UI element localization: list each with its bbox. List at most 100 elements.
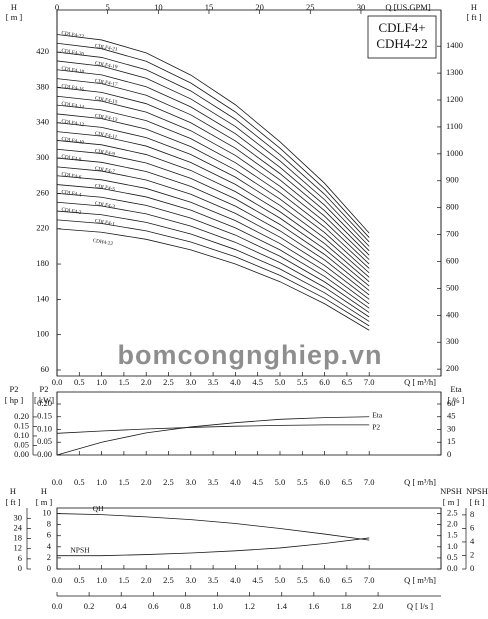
y-tick-label: 380 bbox=[36, 81, 49, 91]
curve bbox=[56, 416, 370, 456]
curve-label: CDLF4-13 bbox=[94, 113, 118, 123]
curve-label: CDLF4-10 bbox=[61, 136, 85, 146]
y-tick-label: 0.5 bbox=[447, 552, 458, 562]
y-tick-label: 18 bbox=[14, 533, 23, 543]
x-tick-label: 5.0 bbox=[275, 575, 286, 585]
axis-unit: [ m ] bbox=[36, 497, 53, 507]
x-tick-label: 0.0 bbox=[52, 377, 63, 387]
y-tick-label: 260 bbox=[36, 187, 49, 197]
y-tick-label: 400 bbox=[446, 309, 459, 319]
curve-label: CDLF4-8 bbox=[61, 154, 82, 163]
axis-title: H bbox=[10, 486, 16, 496]
x-tick-label: 6.0 bbox=[319, 575, 330, 585]
x-tick-label: 1.0 bbox=[96, 575, 107, 585]
x-tick-label: 3.5 bbox=[208, 575, 219, 585]
x-tick-label: 0.5 bbox=[74, 377, 85, 387]
axis-title: H bbox=[471, 2, 477, 12]
y-tick-label: 4 bbox=[47, 541, 52, 551]
y-tick-label: 60 bbox=[447, 398, 456, 408]
x-tick-label: 6.5 bbox=[342, 377, 353, 387]
x-tick-label: 4.0 bbox=[230, 477, 241, 487]
y-tick-label: 300 bbox=[446, 336, 459, 346]
y-tick-label: 0.15 bbox=[37, 411, 52, 421]
y-tick-label: 0.00 bbox=[37, 449, 52, 459]
axis-title: P2 bbox=[40, 384, 49, 394]
x2-tick-label: 2.0 bbox=[373, 601, 384, 611]
x-tick-label: 2.0 bbox=[141, 377, 152, 387]
curve-label: CDLF4-11 bbox=[94, 131, 118, 141]
x-tick-label: 6.0 bbox=[319, 377, 330, 387]
axis-unit: [ ft ] bbox=[466, 12, 481, 22]
curve-label: NPSH bbox=[70, 545, 90, 554]
curve bbox=[56, 166, 370, 300]
y-tick-label: 45 bbox=[447, 411, 456, 421]
x2-tick-label: 0.2 bbox=[84, 601, 95, 611]
y-tick-label: 6 bbox=[47, 530, 51, 540]
x-tick-label: 2.0 bbox=[141, 575, 152, 585]
y-tick-label: 0 bbox=[18, 563, 22, 573]
x2-tick-label: 5 bbox=[106, 2, 110, 12]
curve-label: QH bbox=[93, 504, 104, 513]
y-tick-label: 1300 bbox=[446, 67, 463, 77]
x2-tick-label: 1.2 bbox=[244, 601, 255, 611]
curve-label: CDLF4-16 bbox=[61, 83, 85, 93]
y-tick-label: 2 bbox=[47, 552, 51, 562]
axis-unit: [ m ] bbox=[6, 12, 23, 22]
x2-tick-label: 15 bbox=[205, 2, 214, 12]
y-tick-label: 12 bbox=[14, 543, 23, 553]
axis-title: H bbox=[11, 2, 17, 12]
y-tick-label: 1.5 bbox=[447, 530, 458, 540]
y-tick-label: 0 bbox=[447, 449, 451, 459]
y-tick-label: 200 bbox=[446, 363, 459, 373]
x-tick-label: 0.5 bbox=[74, 477, 85, 487]
x-tick-label: 7.0 bbox=[364, 377, 375, 387]
x-tick-label: 0.0 bbox=[52, 477, 63, 487]
curve bbox=[56, 42, 370, 238]
y-tick-label: 700 bbox=[446, 229, 459, 239]
x2-tick-label: 0.4 bbox=[116, 601, 127, 611]
curve bbox=[56, 78, 370, 256]
axis-unit: [ ft ] bbox=[5, 497, 20, 507]
curve-label: Eta bbox=[372, 410, 383, 419]
x2-axis-title: Q [US.GPM] bbox=[385, 2, 431, 12]
y-tick-label: 0.10 bbox=[37, 423, 52, 433]
curve-label: CDLF4-22 bbox=[61, 30, 85, 40]
x-tick-label: 4.0 bbox=[230, 377, 241, 387]
y-tick-label: 0.15 bbox=[14, 420, 29, 430]
curve bbox=[56, 95, 370, 265]
curve-label: CDLF4-7 bbox=[94, 166, 115, 175]
x-tick-label: 5.5 bbox=[297, 575, 308, 585]
y-tick-label: 0.20 bbox=[37, 398, 52, 408]
x-tick-label: 2.0 bbox=[141, 477, 152, 487]
x-tick-label: 3.0 bbox=[185, 377, 196, 387]
x2-tick-label: 10 bbox=[154, 2, 163, 12]
plot-frame bbox=[56, 507, 442, 570]
chart-title: CDLF4+ bbox=[378, 20, 425, 35]
y-tick-label: 4 bbox=[470, 536, 475, 546]
axis-title: P2 bbox=[10, 384, 19, 394]
x-tick-label: 0.0 bbox=[52, 575, 63, 585]
curve-label: CDLF4-21 bbox=[94, 43, 118, 53]
y-tick-label: 0.20 bbox=[14, 411, 29, 421]
y-tick-label: 420 bbox=[36, 46, 49, 56]
y-tick-label: 60 bbox=[41, 364, 50, 374]
x-tick-label: 4.5 bbox=[252, 477, 263, 487]
curve bbox=[56, 210, 370, 322]
curve bbox=[56, 193, 370, 313]
watermark: bomcongnghiep.vn bbox=[118, 340, 383, 370]
x2-tick-label: 30 bbox=[357, 2, 366, 12]
y-tick-label: 8 bbox=[470, 509, 474, 519]
x-axis-title: Q [ m³/h] bbox=[404, 575, 436, 585]
y-tick-label: 500 bbox=[446, 282, 459, 292]
x-tick-label: 5.5 bbox=[297, 377, 308, 387]
y-tick-label: 30 bbox=[14, 512, 23, 522]
y-tick-label: 900 bbox=[446, 175, 459, 185]
x-tick-label: 2.5 bbox=[163, 477, 174, 487]
y-tick-label: 0.00 bbox=[14, 449, 29, 459]
x-tick-label: 4.0 bbox=[230, 575, 241, 585]
curve bbox=[56, 148, 370, 291]
axis-title: Eta bbox=[450, 384, 462, 394]
title-box bbox=[367, 15, 437, 59]
curve bbox=[56, 513, 370, 541]
